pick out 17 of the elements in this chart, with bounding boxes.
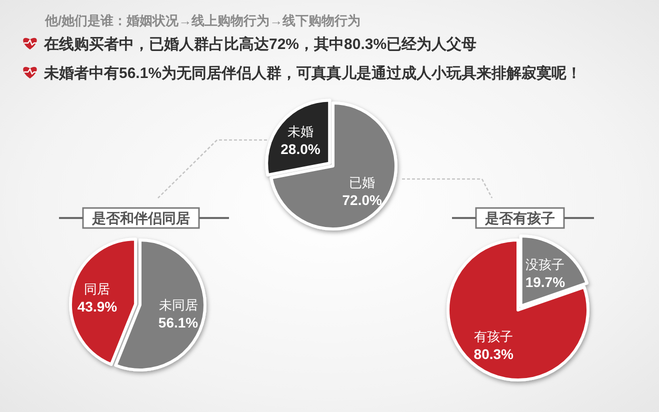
data-label: 19.7% <box>525 274 566 290</box>
data-label: 72.0% <box>342 192 383 208</box>
slice-label: 同居 <box>84 282 110 297</box>
slice-label: 有孩子 <box>474 329 514 344</box>
data-label: 56.1% <box>158 314 199 330</box>
slice-label: 未同居 <box>158 297 198 312</box>
data-label: 43.9% <box>77 298 118 315</box>
text: 他/她们是谁：婚姻状况→线上购物行为→线下购物行为 <box>44 13 361 28</box>
slice-label: 已婚 <box>349 175 376 190</box>
data-label: 28.0% <box>280 141 321 158</box>
chart-title: 是否有孩子 <box>484 210 555 226</box>
slice-label: 未婚 <box>287 124 314 140</box>
slice-label: 没孩子 <box>526 256 565 272</box>
text: 未婚者中有56.1%为无同居伴侣人群，可真真儿是通过成人小玩具来排解寂寞呢！ <box>43 64 582 82</box>
text: 在线购买者中，已婚人群占比高达72%，其中80.3%已经为人父母 <box>43 35 477 53</box>
chart-title: 是否和伴侣同居 <box>91 210 190 226</box>
data-label: 80.3% <box>474 346 514 362</box>
